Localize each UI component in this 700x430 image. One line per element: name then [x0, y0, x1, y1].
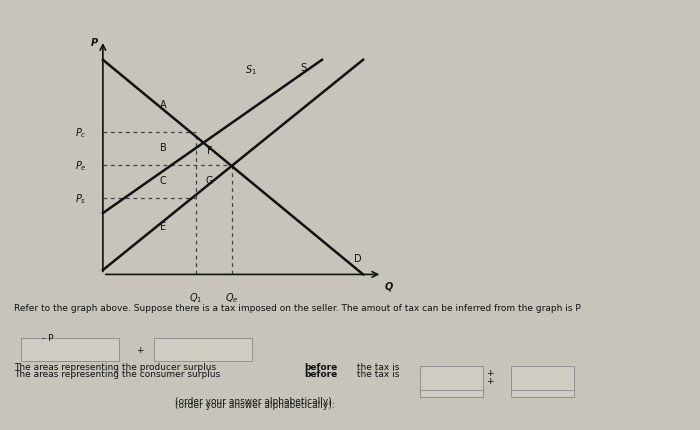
- FancyBboxPatch shape: [420, 366, 483, 390]
- Text: Q: Q: [385, 281, 393, 291]
- Text: $S_1$: $S_1$: [245, 63, 257, 77]
- Text: S: S: [300, 63, 306, 73]
- Text: the tax is: the tax is: [354, 369, 399, 378]
- Text: the tax is: the tax is: [354, 362, 399, 371]
- Text: G: G: [206, 176, 214, 186]
- Text: before: before: [304, 369, 337, 378]
- Text: - P: - P: [42, 334, 53, 343]
- FancyBboxPatch shape: [21, 338, 119, 361]
- Text: $P_c$: $P_c$: [75, 126, 86, 140]
- Text: (order your answer alphabetically).: (order your answer alphabetically).: [175, 400, 335, 408]
- FancyBboxPatch shape: [420, 375, 483, 397]
- Text: $P_s$: $P_s$: [75, 191, 86, 205]
- Text: B: B: [160, 143, 167, 153]
- FancyBboxPatch shape: [154, 338, 252, 361]
- Text: Refer to the graph above. Suppose there is a tax imposed on the seller. The amou: Refer to the graph above. Suppose there …: [14, 304, 581, 312]
- Text: +: +: [486, 376, 493, 385]
- Text: E: E: [160, 222, 166, 232]
- Text: (order your answer alphabetically).: (order your answer alphabetically).: [175, 396, 335, 405]
- FancyBboxPatch shape: [511, 375, 574, 397]
- Text: The areas representing the consumer surplus: The areas representing the consumer surp…: [14, 369, 223, 378]
- FancyBboxPatch shape: [511, 366, 574, 390]
- Text: P: P: [91, 37, 98, 47]
- Text: $Q_1$: $Q_1$: [190, 290, 202, 304]
- Text: +: +: [486, 368, 493, 377]
- Text: D: D: [354, 254, 361, 264]
- Text: F: F: [207, 145, 213, 155]
- Text: $Q_e$: $Q_e$: [225, 290, 239, 304]
- Text: A: A: [160, 99, 167, 109]
- Text: +: +: [136, 345, 144, 354]
- Text: The areas representing the producer surplus: The areas representing the producer surp…: [14, 362, 219, 371]
- Text: $P_e$: $P_e$: [75, 159, 86, 172]
- Text: C: C: [160, 176, 167, 186]
- Text: before: before: [304, 362, 337, 371]
